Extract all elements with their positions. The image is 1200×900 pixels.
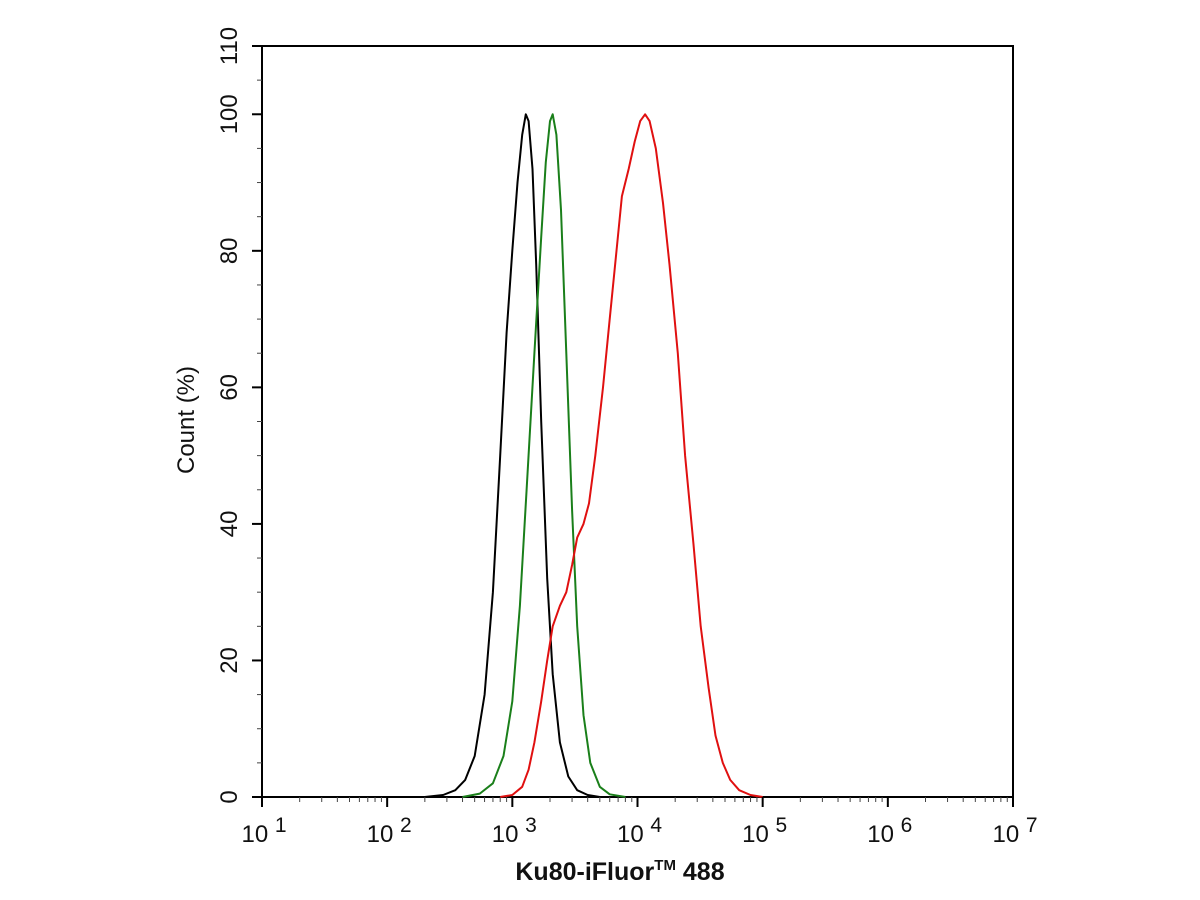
axis-ticks	[252, 45, 1014, 807]
y-tick-label: 100	[216, 94, 243, 134]
x-axis-title-tail: 488	[676, 858, 725, 886]
series-line-1	[424, 113, 600, 798]
plot-area	[261, 45, 1014, 798]
y-tick-label: 20	[216, 647, 243, 674]
x-axis-title-tm: TM	[654, 857, 676, 874]
x-tick-label: 10 2	[367, 814, 412, 848]
series-line-2	[462, 113, 626, 798]
tick-labels: 0 20 40 60 80 100 110 10 1 10 2 10 3 10 4 10 5 10 6 1…	[216, 27, 1038, 848]
x-tick-label: 10 3	[492, 814, 537, 848]
x-tick-label: 10 7	[992, 814, 1037, 848]
y-tick-label: 40	[216, 511, 243, 538]
y-tick-label: 0	[216, 790, 243, 803]
x-tick-label: 10 5	[742, 814, 787, 848]
x-axis-title-main: Ku80-iFluor	[515, 858, 654, 886]
series-line-3	[500, 113, 763, 798]
y-tick-label: 80	[216, 237, 243, 264]
x-tick-label: 10 4	[617, 814, 662, 848]
x-tick-label: 10 1	[241, 814, 286, 848]
y-tick-label: 110	[216, 27, 243, 65]
plot-frame	[261, 45, 1014, 798]
y-axis-title: Count (%)	[173, 366, 200, 474]
y-tick-label: 60	[216, 374, 243, 401]
x-axis-title: Ku80-iFluorTM 488	[515, 857, 724, 886]
series-group	[424, 113, 763, 798]
x-tick-label: 10 6	[867, 814, 912, 848]
